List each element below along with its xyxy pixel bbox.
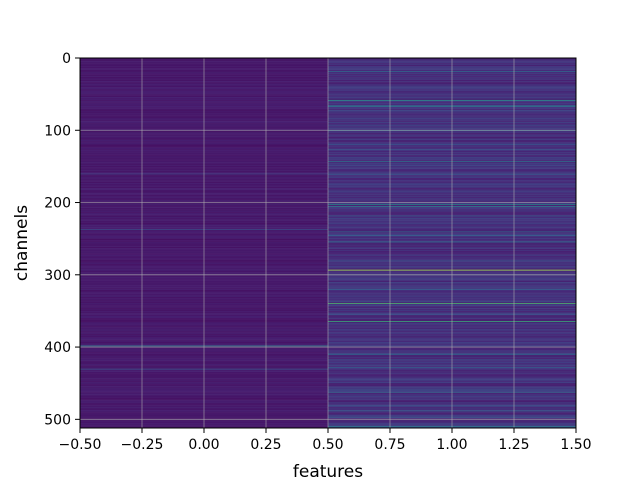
- x-tick-label: −0.25: [121, 437, 164, 453]
- y-tick-label: 0: [62, 51, 71, 67]
- x-tick-label: 0.50: [312, 437, 343, 453]
- x-axis-ticks: −0.50 −0.25 0.00 0.25 0.50 0.75 1.00 1.25 1.50: [59, 428, 592, 453]
- y-axis-ticks: 0 100 200 300 400 500: [44, 51, 80, 428]
- x-axis-label: features: [293, 462, 363, 480]
- y-axis-label: channels: [12, 205, 32, 281]
- x-tick-label: 1.25: [498, 437, 529, 453]
- y-tick-label: 500: [44, 412, 71, 428]
- x-tick-label: 0.75: [374, 437, 405, 453]
- x-tick-label: 0.25: [250, 437, 281, 453]
- x-tick-label: 1.50: [560, 437, 591, 453]
- x-tick-label: −0.50: [59, 437, 102, 453]
- y-tick-label: 100: [44, 123, 71, 139]
- x-tick-label: 0.00: [188, 437, 219, 453]
- y-tick-label: 300: [44, 268, 71, 284]
- y-tick-label: 200: [44, 196, 71, 212]
- y-tick-label: 400: [44, 340, 71, 356]
- x-tick-label: 1.00: [436, 437, 467, 453]
